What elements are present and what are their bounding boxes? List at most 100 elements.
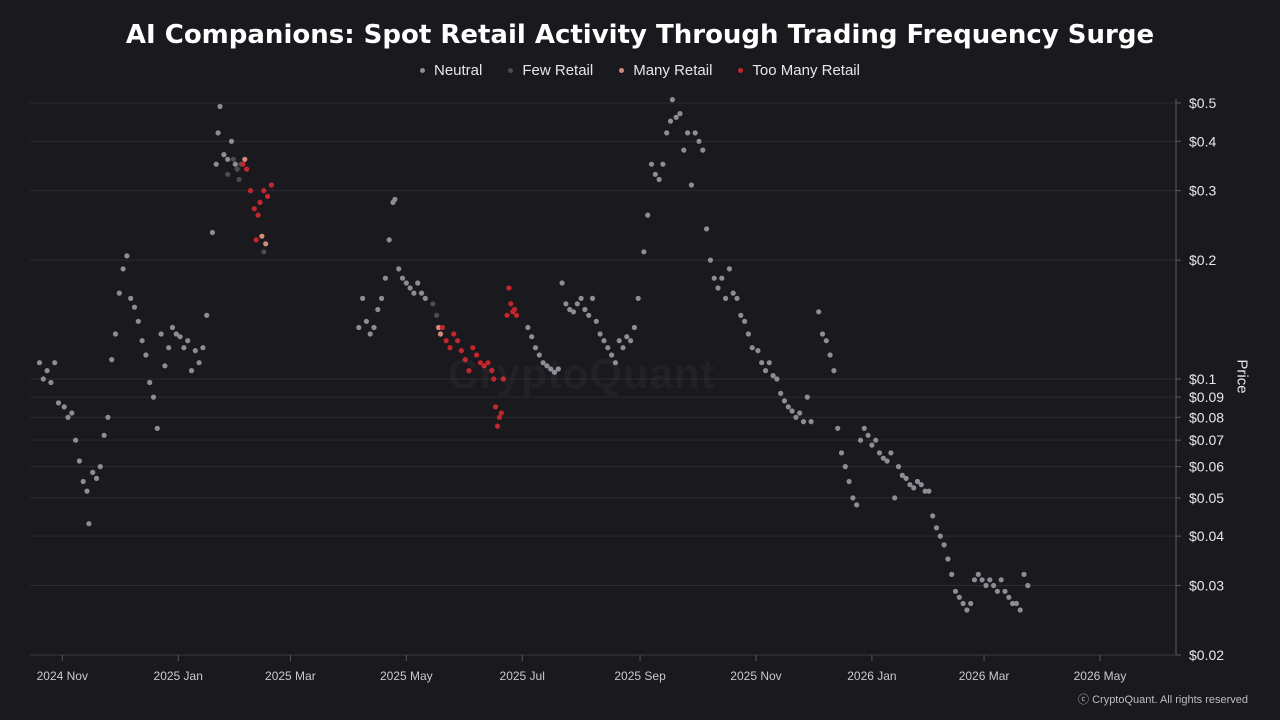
data-point-too-many-retail [489,368,495,374]
data-point-neutral [128,295,134,301]
data-point-neutral [544,363,550,369]
data-point-neutral [827,352,833,358]
y-tick-label: $0.07 [1189,432,1224,448]
data-point-neutral [616,338,622,344]
legend-label-neutral: Neutral [434,62,483,79]
legend-item-too-many-retail[interactable]: Too Many Retail [738,62,860,79]
data-point-neutral [109,357,115,363]
data-point-neutral [907,482,913,488]
data-point-neutral [86,521,92,527]
data-point-neutral [84,488,90,494]
data-point-neutral [1025,582,1031,589]
data-point-neutral [173,331,179,337]
data-point-neutral [838,450,845,456]
y-tick-label: $0.06 [1189,459,1224,475]
data-point-neutral [930,513,936,519]
data-point-neutral [215,130,221,136]
legend-item-many-retail[interactable]: Many Retail [619,62,712,79]
data-point-neutral [563,301,569,307]
data-point-neutral [998,577,1004,583]
data-point-neutral [555,366,561,372]
x-tick-label: 2025 Jul [500,669,545,683]
data-point-neutral [204,312,210,318]
data-point-neutral [185,338,191,344]
data-point-neutral [120,266,126,272]
data-point-too-many-retail [513,312,520,318]
data-point-neutral [759,360,765,366]
data-point-neutral [664,130,670,136]
legend: Neutral Few Retail Many Retail Too Many … [0,62,1280,79]
legend-label-too-many-retail: Too Many Retail [752,62,860,79]
data-point-neutral [749,345,755,351]
data-point-neutral [681,147,687,153]
data-point-neutral [228,138,235,144]
data-point-neutral [983,582,989,589]
data-point-neutral [196,360,202,366]
data-point-few-retail [430,301,436,307]
data-point-neutral [669,97,676,103]
data-point-too-many-retail [494,423,501,429]
data-point-neutral [968,600,974,607]
data-point-few-retail [261,249,267,255]
data-point-too-many-retail [504,312,510,318]
data-point-neutral [101,432,107,438]
data-point-neutral [570,309,577,315]
data-point-too-many-retail [496,414,502,420]
data-point-neutral [1021,571,1027,578]
data-point-neutral [379,295,385,301]
data-point-neutral [975,571,981,578]
data-point-neutral [831,368,837,374]
data-point-neutral [949,571,955,578]
data-point-neutral [192,348,198,354]
y-tick-label: $0.08 [1189,409,1224,425]
data-point-many-retail [437,331,444,337]
data-point-neutral [994,588,1001,594]
data-point-neutral [44,368,50,374]
data-point-neutral [865,432,871,438]
data-point-neutral [177,334,183,340]
legend-item-few-retail[interactable]: Few Retail [508,62,593,79]
data-point-neutral [80,478,86,485]
data-point-neutral [532,345,539,351]
legend-item-neutral[interactable]: Neutral [420,62,482,79]
data-point-too-many-retail [500,376,506,382]
data-point-neutral [819,331,826,337]
data-point-neutral [356,324,362,331]
data-point-neutral [415,280,421,286]
data-point-neutral [692,130,698,136]
data-point-neutral [525,324,531,331]
chart-title: AI Companions: Spot Retail Activity Thro… [125,20,1155,50]
data-point-neutral [660,161,666,167]
data-point-neutral [778,390,784,396]
data-point-neutral [800,419,807,425]
watermark: CryptoQuant [448,350,716,398]
data-point-neutral [857,437,864,443]
data-point-too-many-retail [247,188,254,194]
data-point-neutral [704,226,710,232]
data-point-neutral [656,176,662,183]
data-point-too-many-retail [474,352,480,358]
data-point-neutral [605,345,611,351]
data-point-neutral [635,295,641,301]
data-point-neutral [150,394,157,400]
data-point-neutral [911,485,917,491]
data-point-neutral [667,118,674,124]
x-tick-label: 2025 Jan [154,669,203,683]
data-point-neutral [69,410,75,416]
data-point-neutral [363,318,369,324]
data-point-neutral [624,334,630,340]
y-axis-title: Price [1233,359,1251,394]
data-point-neutral [641,249,647,255]
data-point-few-retail [434,312,440,318]
data-point-neutral [734,295,740,301]
data-point-neutral [154,425,160,431]
data-point-neutral [823,338,829,344]
data-point-neutral [217,103,223,110]
data-point-too-many-retail [447,345,453,351]
data-point-neutral [1013,600,1020,607]
data-point-neutral [65,414,71,420]
data-point-neutral [200,345,206,351]
data-point-neutral [411,290,417,296]
data-point-too-many-retail [443,338,449,344]
data-points [36,97,1031,613]
